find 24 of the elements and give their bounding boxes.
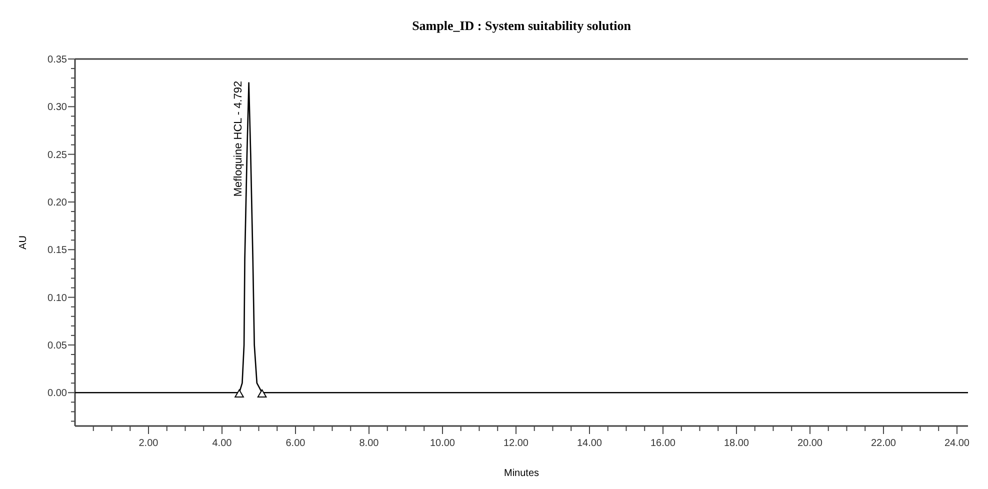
x-tick-label: 24.00 xyxy=(944,438,970,449)
x-axis-title: Minutes xyxy=(504,468,540,479)
y-tick-label: 0.15 xyxy=(48,245,68,256)
y-tick-label: 0.20 xyxy=(48,197,68,208)
y-tick-label: 0.05 xyxy=(48,340,68,352)
y-tick-label: 0.00 xyxy=(48,388,68,400)
x-tick-label: 6.00 xyxy=(286,438,306,449)
y-tick-label: 0.35 xyxy=(48,54,68,66)
x-tick-label: 10.00 xyxy=(430,438,456,449)
x-tick-label: 4.00 xyxy=(212,438,232,449)
x-tick-label: 20.00 xyxy=(797,438,823,449)
y-axis-title: AU xyxy=(18,236,29,250)
x-tick-label: 2.00 xyxy=(138,438,159,449)
y-tick-label: 0.30 xyxy=(48,102,68,114)
x-tick-label: 16.00 xyxy=(650,438,676,449)
x-tick-label: 14.00 xyxy=(576,438,602,449)
annotation: Mefloquine HCL - 4.792 xyxy=(232,80,245,197)
x-tick-label: 18.00 xyxy=(724,438,750,449)
x-tick-label: 22.00 xyxy=(870,438,896,449)
x-tick-label: 12.00 xyxy=(503,438,529,449)
y-tick-label: 0.10 xyxy=(48,292,68,304)
x-tick-label: 8.00 xyxy=(359,438,380,449)
y-tick-label: 0.25 xyxy=(48,150,68,161)
chart-title: Sample_ID : System suitability solution xyxy=(412,18,632,33)
